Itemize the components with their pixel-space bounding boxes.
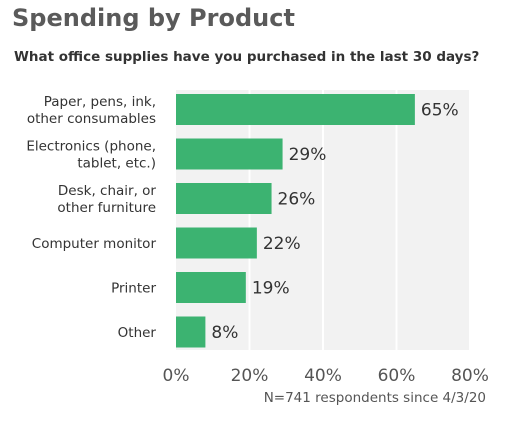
value-label: 29%	[289, 145, 327, 165]
value-label: 65%	[421, 101, 459, 121]
x-tick-label: 0%	[163, 366, 190, 386]
bar	[176, 316, 206, 348]
bar	[176, 183, 272, 214]
x-tick-label: 40%	[304, 366, 342, 386]
value-label: 8%	[211, 323, 238, 343]
chart-title: Spending by Product	[12, 4, 295, 32]
bar	[176, 94, 415, 125]
value-label: 22%	[263, 234, 301, 254]
x-tick-label: 60%	[378, 366, 416, 386]
chart-subtitle: What office supplies have you purchased …	[14, 49, 480, 65]
category-label: Other	[118, 325, 157, 341]
value-label: 26%	[278, 190, 316, 210]
category-label: Electronics (phone, tablet, etc.)	[26, 139, 156, 172]
category-label: Desk, chair, or other furniture	[57, 183, 156, 216]
bar	[176, 227, 257, 259]
x-tick-label: 20%	[231, 366, 269, 386]
bar	[176, 272, 246, 303]
category-label: Paper, pens, ink, other consumables	[27, 94, 156, 127]
category-label: Computer monitor	[32, 236, 157, 252]
footnote: N=741 respondents since 4/3/20	[263, 390, 486, 406]
bar	[176, 138, 283, 170]
category-label: Printer	[111, 281, 156, 297]
x-tick-label: 80%	[451, 366, 489, 386]
value-label: 19%	[252, 279, 290, 299]
